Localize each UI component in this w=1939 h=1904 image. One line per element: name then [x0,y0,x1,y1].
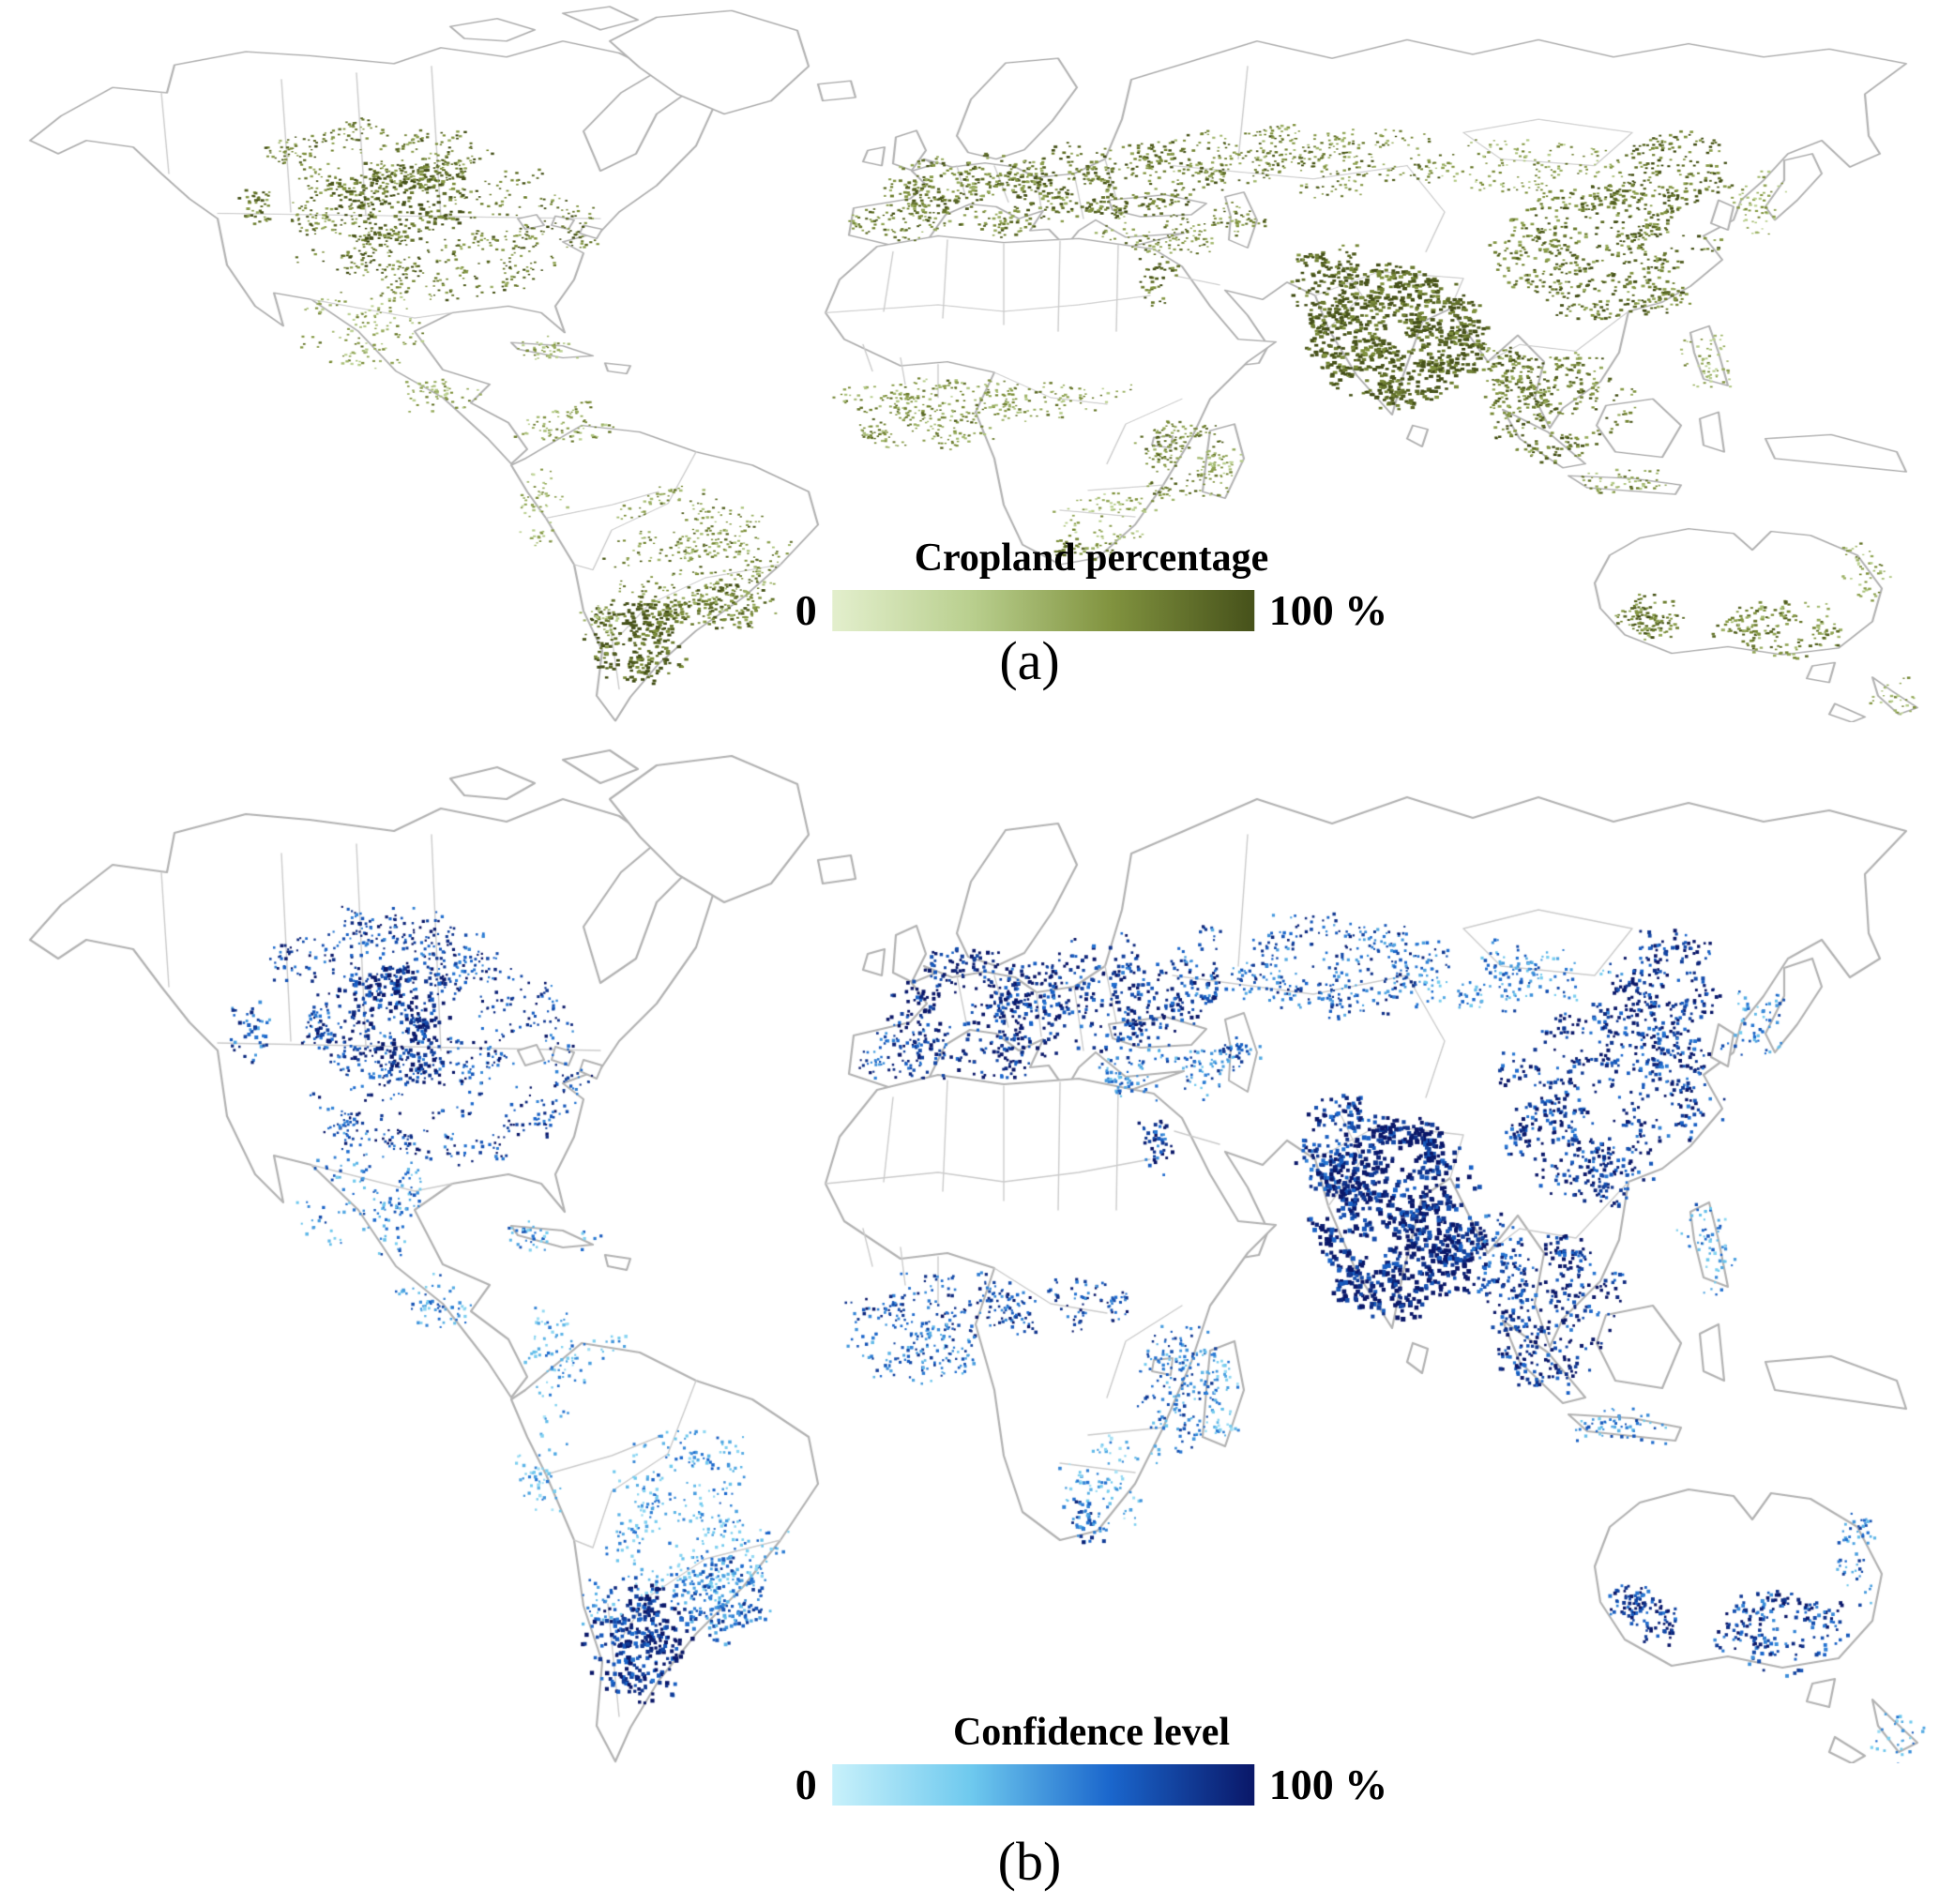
legend-cropland: Cropland percentage 0 100 % [795,536,1388,632]
legend-title-cropland: Cropland percentage [914,536,1269,580]
panel-caption-a: (a) [999,630,1060,691]
legend-confidence: Confidence level 0 100 % [795,1711,1388,1806]
legend-title-confidence: Confidence level [952,1711,1231,1754]
legend-max-label: 100 % [1268,586,1388,635]
panel-b: Confidence level 0 100 % (b) [0,713,1939,1904]
legend-min-label: 0 [795,1760,817,1809]
legend-colorbar-row: 0 100 % [795,1763,1388,1806]
legend-gradient-bar [831,590,1254,632]
legend-max-label: 100 % [1268,1760,1388,1809]
panel-caption-b: (b) [997,1831,1062,1892]
legend-colorbar-row: 0 100 % [795,589,1388,632]
legend-min-label: 0 [795,586,817,635]
panel-a: Cropland percentage 0 100 % (a) [0,0,1939,722]
legend-gradient-bar [831,1764,1254,1806]
world-map-confidence-level [0,741,1939,1763]
